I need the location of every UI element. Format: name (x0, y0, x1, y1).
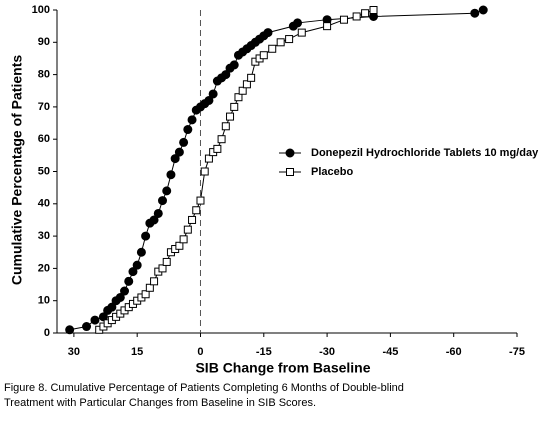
marker (174, 147, 184, 157)
y-tick-label: 50 (38, 165, 50, 177)
marker (268, 44, 277, 53)
marker (162, 257, 171, 266)
marker (149, 215, 159, 225)
y-axis-label: Cumulative Percentage of Patients (9, 55, 25, 286)
marker (293, 18, 303, 28)
legend-label: Donepezil Hydrochloride Tablets 10 mg/da… (311, 147, 539, 159)
marker (132, 260, 142, 270)
y-tick-label: 80 (38, 69, 50, 81)
x-tick-label: 0 (197, 346, 203, 358)
y-tick-label: 10 (38, 295, 50, 307)
y-tick-label: 100 (32, 4, 50, 16)
marker (369, 6, 378, 14)
marker (478, 5, 488, 15)
marker (98, 312, 108, 322)
y-tick-label: 40 (38, 198, 50, 210)
marker (470, 8, 480, 18)
marker (188, 215, 197, 224)
marker (128, 267, 138, 277)
x-axis-label: SIB Change from Baseline (195, 360, 370, 376)
marker (229, 60, 239, 70)
caption: Treatment with Particular Changes from B… (4, 397, 316, 409)
marker (339, 15, 348, 24)
marker (247, 73, 256, 82)
marker (204, 154, 213, 163)
x-tick-label: -75 (509, 346, 525, 358)
marker (179, 235, 188, 244)
legend-label: Placebo (311, 166, 353, 178)
y-tick-label: 90 (38, 36, 50, 48)
marker (179, 137, 189, 147)
marker (107, 302, 117, 312)
marker (158, 264, 167, 273)
marker (192, 206, 201, 215)
marker (230, 102, 239, 111)
y-tick-label: 60 (38, 133, 50, 145)
marker (158, 196, 168, 206)
x-tick-label: 15 (131, 346, 143, 358)
x-tick-label: -45 (382, 346, 398, 358)
marker (276, 38, 285, 47)
legend-marker (285, 148, 295, 158)
marker (204, 95, 214, 105)
y-tick-label: 70 (38, 101, 50, 113)
marker (166, 170, 176, 180)
marker (361, 9, 370, 18)
y-tick-label: 20 (38, 262, 50, 274)
marker (234, 93, 243, 102)
marker (150, 277, 159, 286)
marker (141, 290, 150, 299)
marker (183, 125, 193, 135)
marker (196, 196, 205, 205)
marker (297, 28, 306, 37)
marker (200, 167, 209, 176)
caption: Figure 8. Cumulative Percentage of Patie… (4, 382, 404, 394)
marker (323, 22, 332, 31)
marker (352, 12, 361, 21)
y-tick-label: 0 (44, 327, 50, 339)
marker (124, 276, 134, 286)
marker (238, 86, 247, 95)
marker (82, 322, 92, 332)
marker (136, 247, 146, 257)
marker (175, 241, 184, 250)
marker (208, 89, 218, 99)
marker (259, 51, 268, 60)
marker (242, 80, 251, 89)
marker (65, 325, 75, 335)
y-tick-label: 30 (38, 230, 50, 242)
marker (187, 115, 197, 125)
marker (263, 28, 273, 38)
marker (141, 231, 151, 241)
x-tick-label: -60 (446, 346, 462, 358)
marker (153, 208, 163, 218)
x-tick-label: 30 (68, 346, 80, 358)
marker (170, 154, 180, 164)
legend-marker (286, 168, 294, 176)
marker (285, 35, 294, 44)
marker (221, 122, 230, 131)
x-tick-label: -15 (256, 346, 272, 358)
marker (162, 186, 172, 196)
marker (120, 286, 130, 296)
marker (226, 112, 235, 121)
marker (183, 225, 192, 234)
marker (90, 315, 100, 325)
marker (145, 283, 154, 292)
marker (213, 144, 222, 153)
x-tick-label: -30 (319, 346, 335, 358)
marker (221, 70, 231, 80)
marker (115, 292, 125, 302)
marker (217, 135, 226, 144)
